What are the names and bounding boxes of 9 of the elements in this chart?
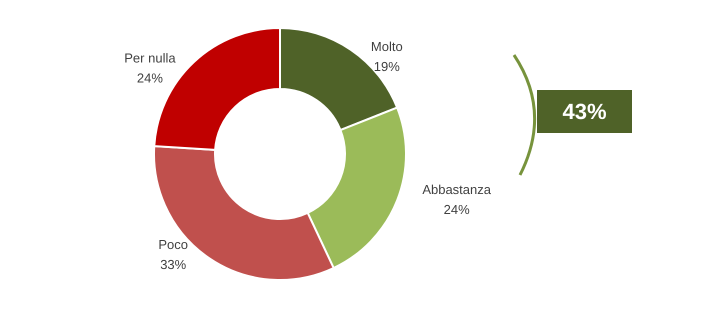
data-label: 24% [444, 202, 470, 218]
slice-label: Abbastanza [422, 182, 492, 198]
text: 43% [562, 99, 607, 124]
slice-label: Poco [158, 237, 188, 252]
slice-label: Per nulla [124, 50, 176, 66]
data-label: 24% [136, 70, 164, 86]
data-label: 33% [160, 257, 187, 272]
data-label: 19% [374, 58, 400, 74]
slice-label: Molto [370, 38, 403, 54]
